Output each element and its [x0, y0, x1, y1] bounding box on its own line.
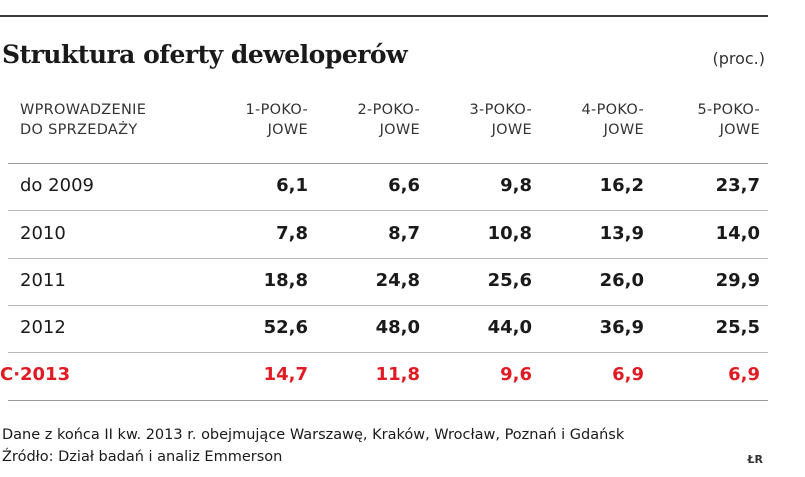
chart-title: Struktura oferty deweloperów [2, 40, 408, 69]
row-divider [8, 210, 768, 211]
table-cell: 6,1 [276, 175, 308, 196]
row-label: 2011 [20, 270, 66, 291]
table-cell: 48,0 [375, 317, 420, 338]
row-header: WPROWADZENIE DO SPRZEDAŻY [20, 102, 147, 138]
table-cell: 13,9 [599, 223, 644, 244]
table-cell: 7,8 [276, 223, 308, 244]
table-cell: 25,6 [487, 270, 532, 291]
table-cell: 11,8 [375, 364, 420, 385]
column-header: 2-POKO- JOWE [357, 102, 420, 138]
column-header: 3-POKO- JOWE [469, 102, 532, 138]
table-cell: 26,0 [599, 270, 644, 291]
table-cell: 8,7 [388, 223, 420, 244]
row-divider [8, 352, 768, 353]
source-note: Źródło: Dział badań i analiz Emmerson [2, 449, 283, 465]
table-cell: 36,9 [599, 317, 644, 338]
table-cell: 14,0 [715, 223, 760, 244]
row-label: do 2009 [20, 175, 94, 196]
column-header: 5-POKO- JOWE [697, 102, 760, 138]
row-divider [8, 305, 768, 306]
table-cell: 9,8 [500, 175, 532, 196]
table-cell: 14,7 [263, 364, 308, 385]
table-cell: 24,8 [375, 270, 420, 291]
table-cell: 18,8 [263, 270, 308, 291]
table-cell: 9,6 [500, 364, 532, 385]
table-bottom-rule [8, 400, 768, 401]
table-cell: 6,9 [728, 364, 760, 385]
publisher-logo: ŁR [747, 453, 763, 466]
column-header: 1-POKO- JOWE [245, 102, 308, 138]
row-label: 2012 [20, 317, 66, 338]
table-cell: 23,7 [715, 175, 760, 196]
highlight-marker: C· [0, 364, 21, 385]
table-cell: 44,0 [487, 317, 532, 338]
table-cell: 52,6 [263, 317, 308, 338]
table-cell: 25,5 [715, 317, 760, 338]
row-label: 2013 [20, 364, 71, 385]
top-rule [0, 15, 768, 17]
row-divider [8, 258, 768, 259]
table-cell: 29,9 [715, 270, 760, 291]
table-cell: 6,6 [388, 175, 420, 196]
table-cell: 6,9 [612, 364, 644, 385]
header-divider [8, 163, 768, 164]
column-header: 4-POKO- JOWE [581, 102, 644, 138]
table-cell: 10,8 [487, 223, 532, 244]
row-label: 2010 [20, 223, 66, 244]
footnote: Dane z końca II kw. 2013 r. obejmujące W… [2, 427, 625, 443]
unit-label: (proc.) [712, 49, 765, 68]
table-cell: 16,2 [599, 175, 644, 196]
